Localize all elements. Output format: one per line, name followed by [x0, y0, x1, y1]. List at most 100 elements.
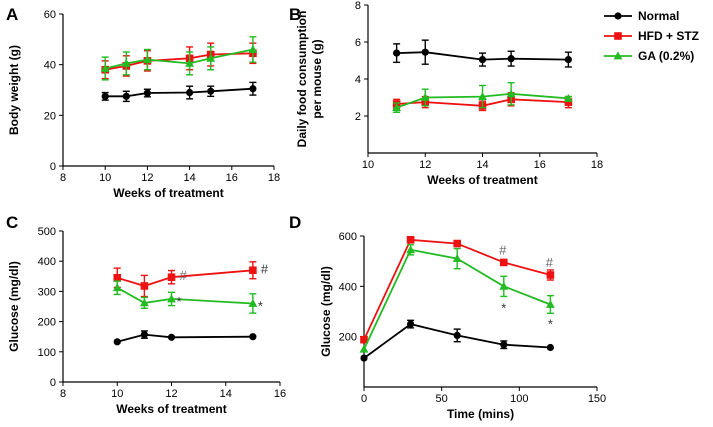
panel-a-normal-point: [186, 88, 194, 97]
legend: Normal HFD + STZ GA (0.2%): [604, 9, 699, 63]
panel-b-x-tick-label: 12: [419, 159, 431, 171]
panel-c-normal-line: [117, 333, 253, 343]
panel-b-y-axis-title: Daily food consumptionper mouse (g): [295, 11, 324, 148]
panel-d-annotation: *: [501, 300, 506, 315]
panel-c-hfd-stz-point: [113, 274, 122, 282]
panel-c-normal-point: [140, 330, 148, 339]
panel-a-ga-0-2-point: [121, 58, 131, 67]
panel-c-x-axis-title: Weeks of treatment: [116, 402, 226, 416]
panel-a-ga-0-2-series: [100, 36, 258, 81]
panel-c-y-tick-label: 300: [38, 286, 56, 298]
panel-d-y-axis-title: Glucose (mg/dl): [319, 266, 333, 357]
panel-a-letter: A: [6, 5, 18, 24]
panel-d-annotation: #: [499, 242, 507, 257]
panel-d-hfd-stz-point: [406, 235, 415, 244]
panel-b-x-tick-label: 16: [534, 159, 546, 171]
panel-c-hfd-stz-series: [113, 261, 257, 298]
panel-a-x-tick-label: 14: [183, 172, 195, 184]
panel-c-normal-point: [249, 333, 257, 341]
panel-b-ga-0-2-point: [563, 93, 573, 102]
panel-b-y-axis-title-line2: per mouse (g): [310, 39, 324, 118]
panel-b-normal-point: [393, 49, 401, 57]
panel-a-ga-0-2-point: [100, 63, 110, 72]
panel-a-y-tick-label: 40: [44, 60, 56, 72]
panel-d-ga-0-2-point: [499, 281, 509, 290]
panel-b-ga-0-2-point: [392, 103, 402, 112]
panel-d-ga-0-2-point: [406, 245, 415, 254]
legend-hfd-stz-label: HFD + STZ: [638, 29, 699, 43]
legend-ga-0-2-marker: [613, 51, 623, 60]
panel-b-x-axis-title: Weeks of treatment: [427, 173, 537, 187]
panel-a-ga-0-2-point: [248, 44, 258, 53]
panel-a-normal-point: [101, 92, 109, 100]
panel-c-x-tick-label: 10: [111, 388, 123, 400]
panel-b-x-tick-label: 10: [362, 159, 374, 171]
panel-d-y-tick-label: 200: [339, 332, 357, 344]
panel-c-hfd-stz-point: [249, 266, 257, 275]
panel-c-ga-0-2-line: [116, 287, 253, 305]
panel-b-normal-point: [478, 55, 487, 64]
panel-d-normal-point: [546, 343, 555, 352]
panel-a-hfd-stz-series: [101, 42, 257, 80]
panel-d-normal-point: [453, 331, 461, 340]
panel-c-hfd-stz-line: [117, 269, 253, 287]
legend-hfd-stz-marker: [614, 32, 622, 40]
panel-c-normal-point: [113, 338, 121, 346]
panel-a-ga-0-2-line: [104, 48, 254, 70]
panel-c-y-tick-label: 0: [50, 377, 56, 389]
panel-d-letter: D: [289, 213, 301, 232]
panel-b-normal-point: [564, 55, 572, 64]
panel-b-ga-0-2-point: [506, 89, 516, 98]
panel-a-ga-0-2-point: [206, 53, 216, 62]
panel-b-normal-point: [507, 55, 515, 63]
panel-d-y-tick-label: 400: [339, 281, 357, 293]
panel-a-ga-0-2-point: [143, 55, 152, 63]
panel-a: A 8 10 12 14 16 18 0 20 40 60 Weeks of treatment Bod…: [6, 5, 280, 200]
panel-a-x-tick-label: 18: [268, 172, 280, 184]
panel-a-normal-point: [122, 92, 130, 100]
panel-b-x-tick-label: 18: [591, 159, 603, 171]
panel-c-ga-0-2-series: [112, 280, 258, 314]
panel-d-annotation: #: [546, 255, 554, 270]
panel-b: B 10 12 14 16 18 2 4 6 8 Weeks of treatment Daily f…: [289, 0, 603, 187]
panel-d-hfd-stz-point: [360, 335, 368, 344]
panel-c-annotation: *: [258, 298, 263, 313]
panel-a-normal-point: [143, 89, 151, 97]
panel-b-y-axis-title-line1: Daily food consumption: [295, 11, 309, 148]
panel-b-x-tick-label: 14: [476, 159, 488, 171]
panel-c-ga-0-2-point: [248, 298, 258, 307]
panel-d-hfd-stz-point: [453, 239, 461, 248]
panel-d-normal-point: [360, 354, 368, 362]
panel-d-x-tick-label: 100: [510, 393, 528, 405]
panel-d-x-tick-label: 50: [436, 393, 448, 405]
panel-b-letter: B: [289, 5, 301, 24]
panel-c-annotation: #: [261, 261, 269, 276]
panel-b-normal-series: [393, 39, 572, 68]
panel-b-y-tick-label: 2: [355, 111, 361, 123]
panel-c-normal-series: [113, 330, 257, 346]
panel-d-ga-0-2-point: [359, 344, 369, 353]
panel-a-normal-point: [249, 85, 257, 93]
panel-c-ga-0-2-point: [167, 294, 176, 303]
panel-b-y-tick-label: 6: [355, 37, 361, 49]
panel-c-hfd-stz-point: [167, 273, 176, 282]
legend-normal-label: Normal: [638, 9, 679, 23]
panel-a-x-tick-label: 12: [141, 172, 153, 184]
panel-a-y-tick-label: 0: [50, 161, 56, 173]
panel-d-x-axis-title: Time (mins): [447, 407, 514, 421]
panel-a-x-tick-label: 8: [60, 172, 66, 184]
panel-d: D 0 50 100 150 200 400 600 Time (mins) Glucose (m…: [289, 213, 606, 421]
panel-b-ga-0-2-point: [478, 91, 487, 100]
panel-c-letter: C: [6, 213, 18, 232]
panel-c-y-tick-label: 400: [38, 256, 56, 268]
panel-a-normal-series: [101, 81, 257, 103]
panel-c-hfd-stz-point: [140, 282, 149, 290]
legend-ga-0-2-label: GA (0.2%): [638, 49, 694, 63]
panel-c-ga-0-2-point: [139, 298, 149, 307]
panel-b-ga-0-2-point: [420, 92, 430, 101]
panel-c-y-tick-label: 200: [38, 317, 56, 329]
panel-d-annotation: *: [548, 316, 553, 331]
panel-d-x-tick-label: 150: [588, 393, 606, 405]
panel-d-normal-series: [360, 319, 555, 362]
